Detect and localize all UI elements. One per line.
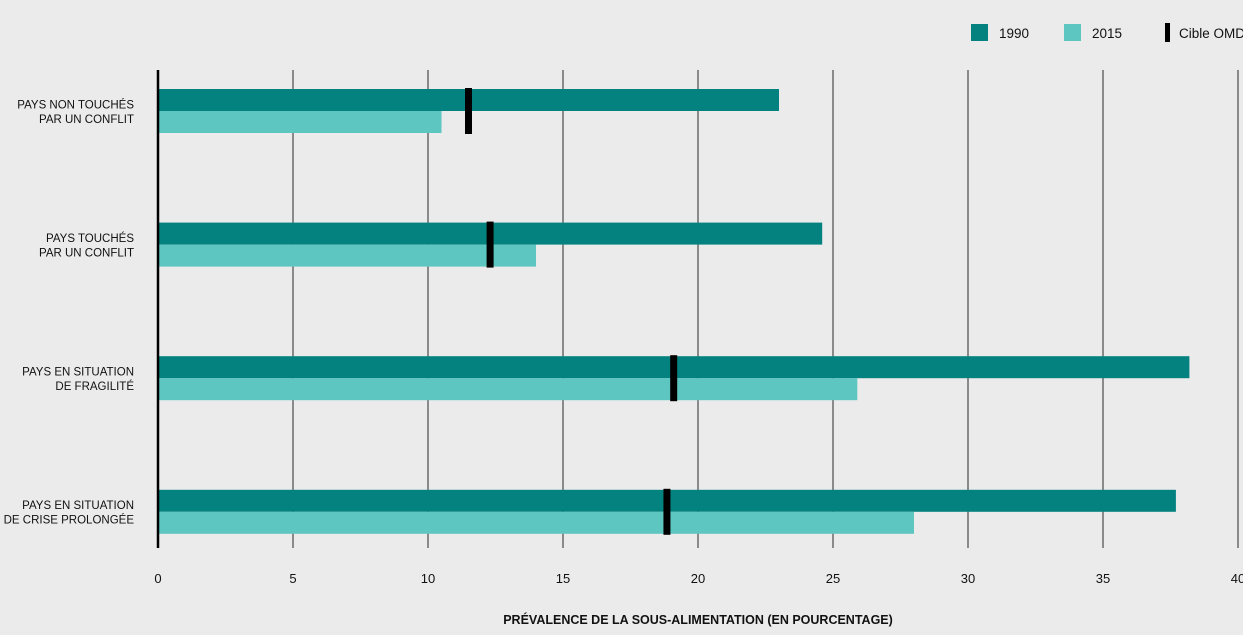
category-label: PAYS EN SITUATION — [22, 500, 134, 512]
target-markers — [465, 88, 678, 535]
legend-label: Cible OMD — [1179, 26, 1243, 41]
x-tick-label: 40 — [1231, 571, 1243, 586]
x-tick-label: 30 — [961, 571, 975, 586]
legend-swatch-2015 — [1064, 24, 1081, 41]
category-label: DE FRAGILITÉ — [55, 380, 134, 393]
x-tick-label: 5 — [289, 571, 296, 586]
legend-swatch-1990 — [971, 24, 988, 41]
category-label: PAYS EN SITUATION — [22, 366, 134, 378]
target-marker-3 — [663, 488, 671, 535]
bar-2015-0 — [158, 111, 442, 133]
target-marker-2 — [670, 355, 678, 402]
bar-2015-3 — [158, 511, 914, 534]
category-label: PAR UN CONFLIT — [39, 247, 134, 259]
x-tick-label: 20 — [691, 571, 705, 586]
x-tick-label: 0 — [154, 571, 161, 586]
x-tick-label: 15 — [556, 571, 570, 586]
legend-label: 1990 — [999, 26, 1029, 41]
legend: 1990 2015 Cible OMD — [971, 23, 1243, 42]
target-marker-1 — [486, 221, 494, 268]
bars — [158, 89, 1190, 534]
category-label: PAYS TOUCHÉS — [46, 232, 134, 245]
category-label: DE CRISE PROLONGÉE — [4, 514, 135, 527]
grid — [292, 70, 1239, 548]
legend-label: 2015 — [1092, 26, 1122, 41]
x-axis-title: PRÉVALENCE DE LA SOUS-ALIMENTATION (EN P… — [503, 612, 893, 627]
bar-2015-2 — [158, 378, 858, 401]
target-marker-0 — [465, 88, 472, 134]
x-axis: 0 5 10 15 20 25 30 35 40 — [154, 70, 1243, 586]
x-tick-label: 35 — [1096, 571, 1110, 586]
x-tick-label: 10 — [421, 571, 435, 586]
category-labels: PAYS NON TOUCHÉS PAR UN CONFLIT PAYS TOUCH… — [4, 98, 135, 526]
legend-swatch-target — [1165, 23, 1170, 42]
bar-2015-1 — [158, 244, 536, 267]
category-label: PAYS NON TOUCHÉS — [17, 98, 134, 111]
x-tick-label: 25 — [826, 571, 840, 586]
category-label: PAR UN CONFLIT — [39, 114, 134, 126]
